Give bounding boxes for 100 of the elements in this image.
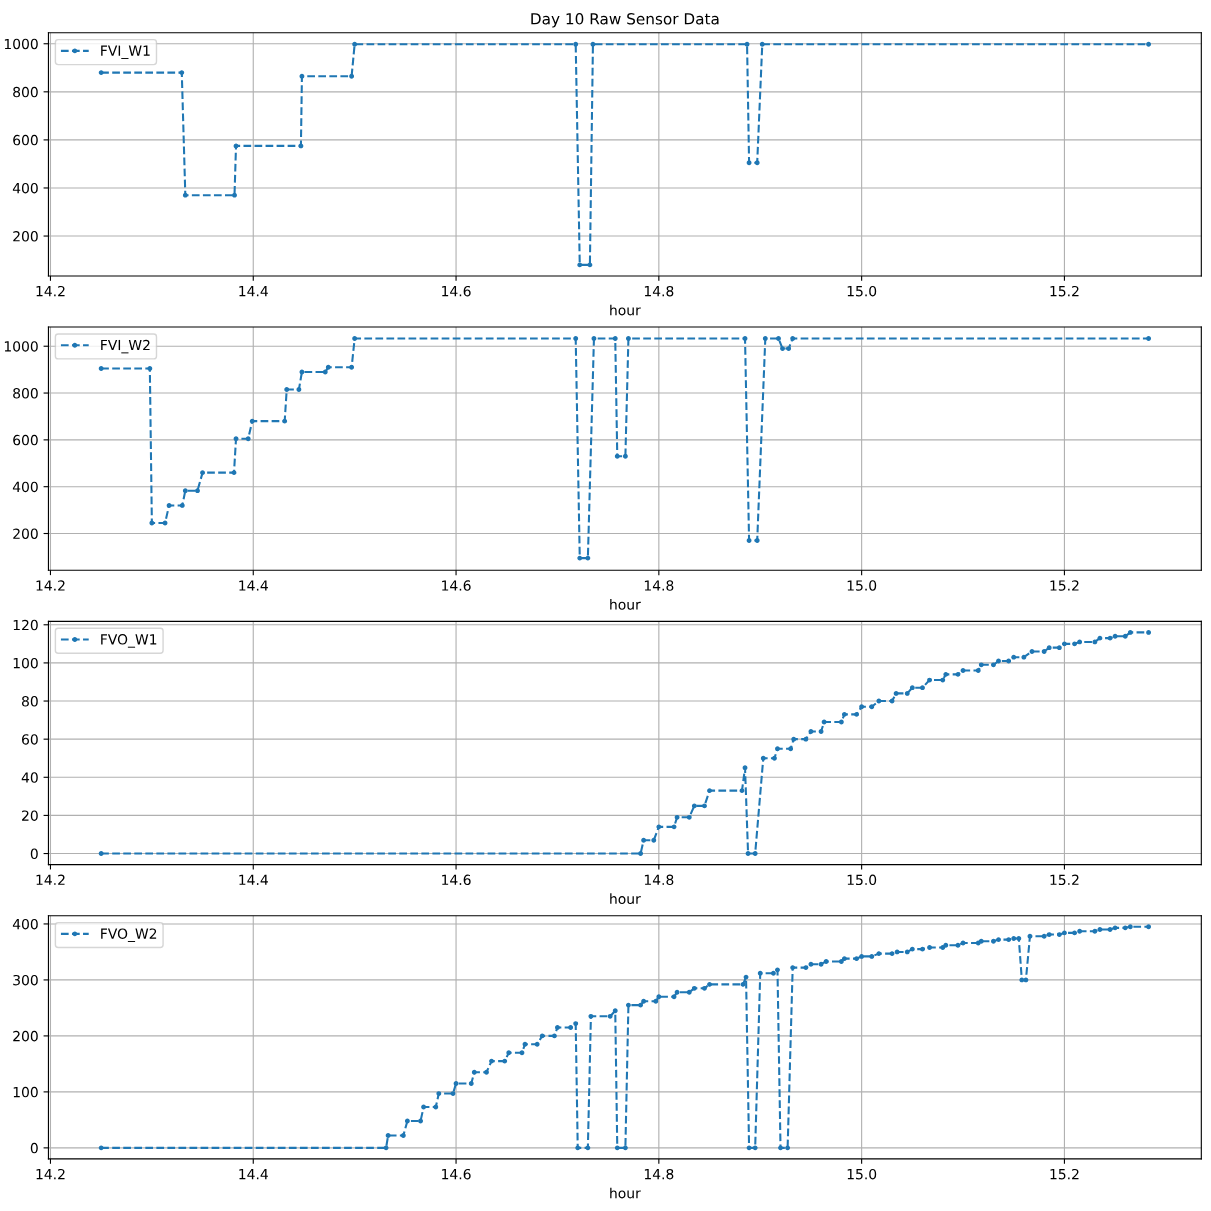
x-tick-label: 14.2 — [36, 580, 65, 591]
point — [590, 41, 596, 47]
point — [245, 436, 251, 442]
chart-title: Day 10 Raw Sensor Data — [531, 13, 719, 28]
legend-label: FVI_W1 — [101, 45, 150, 60]
x-tick-label: 15.2 — [1050, 1168, 1079, 1180]
y-tick-label: 300 — [13, 974, 38, 986]
x-tick-label: 14.6 — [442, 580, 471, 591]
point — [591, 336, 597, 341]
point — [200, 470, 205, 476]
x-tick-label: 15.0 — [847, 874, 877, 886]
x-axis-title: hour — [610, 1187, 641, 1199]
x-tick-label: 14.8 — [644, 1168, 674, 1180]
point — [625, 336, 631, 341]
point — [762, 336, 768, 341]
y-tick-label: 800 — [13, 86, 38, 98]
y-tick-label: 600 — [13, 434, 38, 446]
x-tick-label: 14.4 — [239, 286, 268, 297]
legend-label: FVI_W2 — [101, 339, 150, 354]
point — [587, 262, 593, 268]
point — [759, 41, 765, 47]
x-tick-label: 15.0 — [847, 285, 877, 297]
point — [746, 538, 752, 543]
point — [786, 346, 792, 351]
point — [614, 453, 620, 459]
y-tick-label: 100 — [13, 1086, 38, 1098]
y-tick-label: 400 — [12, 481, 38, 493]
point — [249, 418, 255, 424]
point — [299, 73, 305, 79]
x-tick-label: 14.4 — [239, 874, 268, 885]
point — [585, 555, 591, 561]
x-tick-label: 15.2 — [1050, 580, 1079, 591]
point — [179, 502, 185, 508]
point — [790, 336, 796, 341]
x-tick-label: 14.4 — [239, 580, 268, 591]
y-tick-label: 60 — [22, 734, 38, 745]
point — [162, 520, 168, 526]
x-tick-label: 14.6 — [442, 1168, 471, 1180]
y-tick-label: 200 — [13, 231, 38, 242]
y-tick-label: 400 — [12, 182, 38, 194]
legend-label: FVO_W2 — [101, 928, 157, 943]
x-tick-label: 14.2 — [36, 285, 65, 297]
point — [233, 436, 239, 442]
point — [98, 70, 104, 76]
x-tick-label: 15.0 — [847, 1168, 877, 1180]
point — [754, 538, 760, 543]
x-tick-label: 15.0 — [847, 580, 877, 591]
point — [179, 70, 185, 76]
point — [352, 336, 358, 341]
y-tick-label: 200 — [13, 1030, 38, 1042]
y-tick-label: 80 — [21, 696, 38, 707]
point — [166, 502, 172, 508]
x-tick-label: 14.6 — [442, 874, 471, 886]
point — [1146, 336, 1152, 341]
point — [742, 336, 748, 341]
y-tick-label: 120 — [13, 619, 38, 631]
point — [233, 143, 239, 149]
y-tick-label: 1000 — [4, 38, 38, 50]
x-axis-title: hour — [610, 893, 641, 905]
y-tick-label: 0 — [30, 1142, 38, 1154]
y-tick-label: 40 — [21, 772, 38, 783]
point — [744, 41, 750, 47]
point — [349, 73, 355, 79]
y-tick-label: 800 — [13, 388, 38, 399]
x-axis-title: hour — [610, 598, 641, 610]
point — [780, 346, 785, 351]
point — [182, 192, 188, 198]
point — [98, 366, 104, 371]
x-tick-label: 14.2 — [36, 1168, 65, 1180]
y-tick-label: 200 — [13, 528, 38, 539]
legend-label: FVO_W1 — [101, 634, 157, 648]
point — [149, 520, 155, 526]
x-tick-label: 15.2 — [1050, 874, 1079, 886]
point — [147, 366, 153, 371]
point — [1146, 41, 1152, 47]
point — [284, 387, 290, 392]
point — [195, 488, 200, 494]
point — [612, 336, 618, 341]
y-tick-label: 20 — [22, 810, 38, 821]
x-tick-label: 14.8 — [644, 874, 674, 886]
point — [325, 364, 331, 370]
point — [577, 262, 583, 268]
point — [231, 470, 237, 476]
x-tick-label: 14.8 — [644, 580, 674, 591]
point — [299, 369, 305, 375]
x-tick-label: 14.6 — [442, 285, 471, 297]
x-tick-label: 15.2 — [1050, 285, 1079, 297]
y-tick-label: 400 — [12, 918, 38, 930]
point — [282, 418, 288, 424]
point — [754, 160, 760, 166]
point — [322, 369, 328, 375]
y-tick-label: 0 — [30, 848, 38, 860]
point — [573, 336, 579, 341]
point — [232, 192, 237, 198]
x-tick-label: 14.8 — [644, 285, 674, 297]
y-tick-label: 600 — [13, 134, 38, 146]
x-tick-label: 14.4 — [239, 1169, 268, 1180]
y-tick-label: 100 — [13, 657, 38, 669]
point — [296, 387, 302, 392]
x-tick-label: 14.2 — [36, 874, 65, 885]
